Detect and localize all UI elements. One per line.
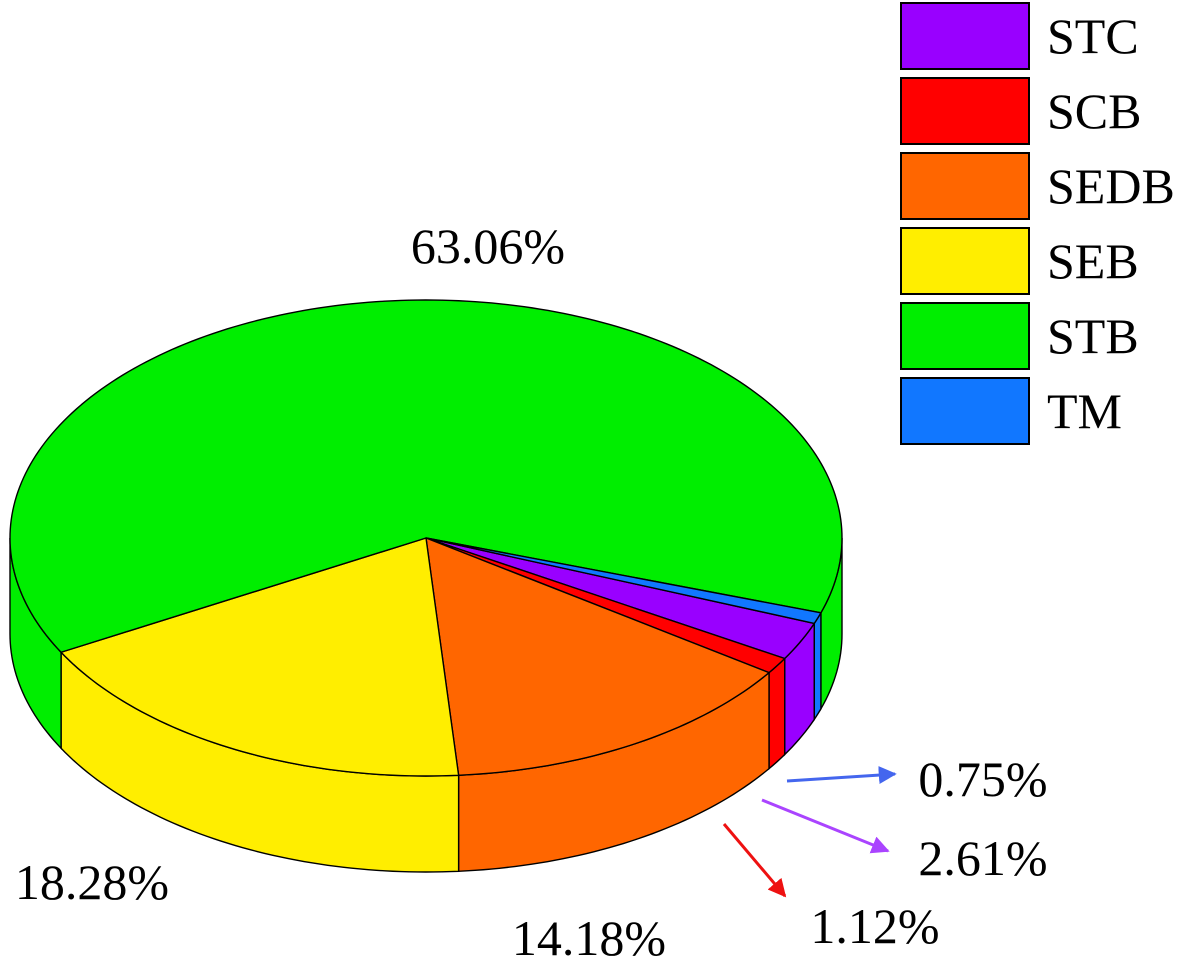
seb-percent-label: 18.28% [15,854,169,910]
pie-slice-stb [9,299,843,653]
legend-label-stb: STB [1047,308,1139,364]
legend-label-stc: STC [1047,8,1139,64]
legend: STC SCB SEDB SEB STB TM [900,2,1175,445]
legend-swatch-stc [900,2,1030,70]
pie-side-scb [768,656,786,771]
scb-percent-label: 1.12% [810,898,939,954]
data-labels: 63.06% 18.28% 14.18% 1.12% 2.61% 0.75% [15,218,1048,963]
legend-label-scb: SCB [1047,83,1142,139]
stc-leader-arrow [761,798,890,854]
legend-label-tm: TM [1047,383,1122,439]
pie-side-tm [813,610,822,722]
pie-slice-sedb [425,537,770,776]
pie-slice-seb [60,537,460,777]
legend-swatch-tm [900,377,1030,445]
tm-leader-arrow [786,766,897,785]
legend-swatch-sedb [900,152,1030,220]
pie-slice-stc [425,537,815,660]
stb-percent-label: 63.06% [411,218,565,274]
pie-slice-tm [425,537,822,625]
legend-swatch-seb [900,227,1030,295]
legend-swatch-scb [900,77,1030,145]
stc-percent-label: 2.61% [918,830,1047,886]
legend-swatch-stb [900,302,1030,370]
scb-leader-arrow [722,823,787,898]
tm-percent-label: 0.75% [918,751,1047,807]
pie-top-faces [9,299,843,777]
legend-label-seb: SEB [1047,233,1139,289]
sedb-percent-label: 14.18% [512,910,666,963]
leader-arrows [722,766,897,898]
legend-label-sedb: SEDB [1047,158,1175,214]
